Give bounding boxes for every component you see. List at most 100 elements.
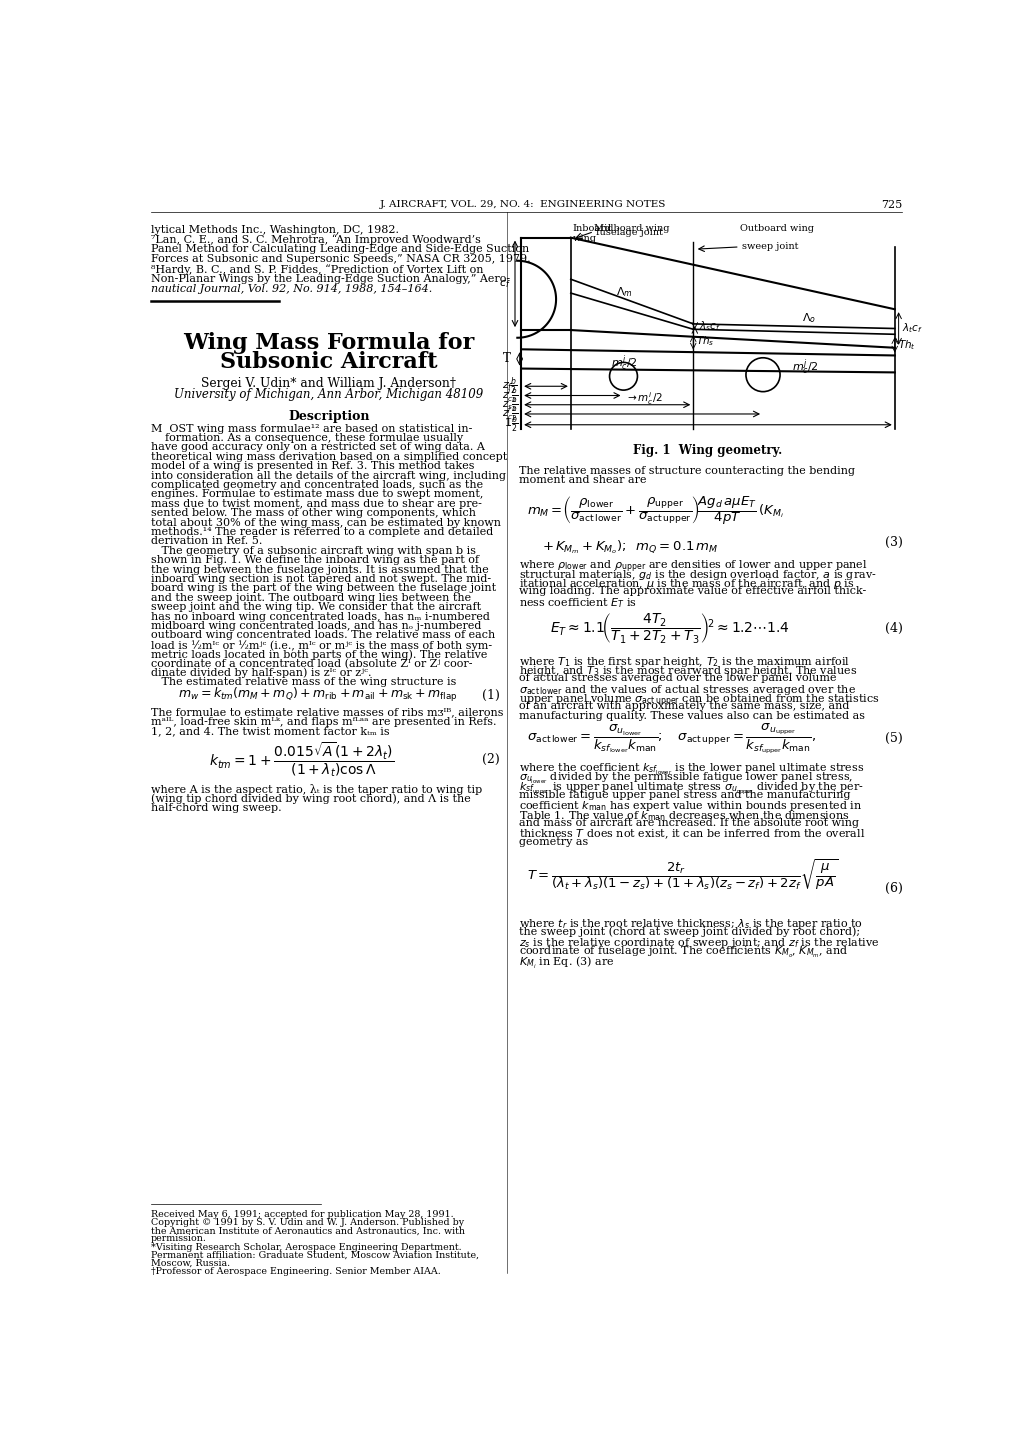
Text: of actual stresses averaged over the lower panel volume: of actual stresses averaged over the low… xyxy=(519,673,836,683)
Text: $z_c^i\frac{b}{2}$: $z_c^i\frac{b}{2}$ xyxy=(501,386,518,405)
Text: engines. Formulae to estimate mass due to swept moment,: engines. Formulae to estimate mass due t… xyxy=(151,489,483,499)
Text: methods.¹⁴ The reader is referred to a complete and detailed: methods.¹⁴ The reader is referred to a c… xyxy=(151,527,492,537)
Text: outboard wing concentrated loads. The relative mass of each: outboard wing concentrated loads. The re… xyxy=(151,630,494,640)
Text: $K_{M_i}$ in Eq. (3) are: $K_{M_i}$ in Eq. (3) are xyxy=(519,954,613,971)
Text: height, and $T_3$ is the most rearward spar height. The values: height, and $T_3$ is the most rearward s… xyxy=(519,664,856,677)
Text: the wing between the fuselage joints. It is assumed that the: the wing between the fuselage joints. It… xyxy=(151,564,488,574)
Text: $z_s$ is the relative coordinate of sweep joint; and $z_f$ is the relative: $z_s$ is the relative coordinate of swee… xyxy=(519,936,878,950)
Text: shown in Fig. 1. We define the inboard wing as the part of: shown in Fig. 1. We define the inboard w… xyxy=(151,555,478,565)
Text: $m_M = \!\left(\dfrac{\rho_{\mathrm{lower}}}{\sigma_{\mathrm{act\,lower}}} + \df: $m_M = \!\left(\dfrac{\rho_{\mathrm{lowe… xyxy=(526,494,783,527)
Text: the sweep joint (chord at sweep joint divided by root chord);: the sweep joint (chord at sweep joint di… xyxy=(519,927,859,937)
Text: sweep joint and the wing tip. We consider that the aircraft: sweep joint and the wing tip. We conside… xyxy=(151,603,480,613)
Text: Fig. 1  Wing geometry.: Fig. 1 Wing geometry. xyxy=(633,443,782,456)
Text: moment and shear are: moment and shear are xyxy=(519,475,646,485)
Text: $z_f\frac{b}{2}$: $z_f\frac{b}{2}$ xyxy=(501,376,518,397)
Text: $\rightarrow m_c^i/2$: $\rightarrow m_c^i/2$ xyxy=(625,390,662,408)
Text: *Visiting Research Scholar, Aerospace Engineering Department.: *Visiting Research Scholar, Aerospace En… xyxy=(151,1243,461,1251)
Text: Subsonic Aircraft: Subsonic Aircraft xyxy=(220,350,437,373)
Text: the American Institute of Aeronautics and Astronautics, Inc. with: the American Institute of Aeronautics an… xyxy=(151,1227,465,1236)
Text: ⁷Lan, C. E., and S. C. Mehrotra, “An Improved Woodward’s: ⁷Lan, C. E., and S. C. Mehrotra, “An Imp… xyxy=(151,234,480,245)
Text: and the sweep joint. The outboard wing lies between the: and the sweep joint. The outboard wing l… xyxy=(151,593,471,603)
Text: mᵃᴵᴸ, load-free skin mᴸᵏ, and flaps mᶠᴸᵃᵃ are presented in Refs.: mᵃᴵᴸ, load-free skin mᴸᵏ, and flaps mᶠᴸᵃ… xyxy=(151,718,496,728)
Text: coordinate of a concentrated load (absolute Zᴵ or Zʲ coor-: coordinate of a concentrated load (absol… xyxy=(151,659,472,669)
Text: have good accuracy only on a restricted set of wing data. A: have good accuracy only on a restricted … xyxy=(151,442,484,452)
Text: upper panel volume $\sigma_{\mathrm{act\,upper}}$ can be obtained from the stati: upper panel volume $\sigma_{\mathrm{act\… xyxy=(519,692,878,709)
Text: Received May 6, 1991; accepted for publication May 28, 1991.: Received May 6, 1991; accepted for publi… xyxy=(151,1210,452,1220)
Text: structural materials, $g_d$ is the design overload factor, $a$ is grav-: structural materials, $g_d$ is the desig… xyxy=(519,568,875,581)
Text: $k_{tm} = 1 + \dfrac{0.015\sqrt{A}(1 + 2\lambda_t)}{(1 + \lambda_t)\cos\Lambda}$: $k_{tm} = 1 + \dfrac{0.015\sqrt{A}(1 + 2… xyxy=(209,740,393,779)
Text: load is ½mᴵᶜ or ½mʲᶜ (i.e., mᴵᶜ or mʲᶜ is the mass of both sym-: load is ½mᴵᶜ or ½mʲᶜ (i.e., mᴵᶜ or mʲᶜ i… xyxy=(151,640,491,650)
Text: Copyright © 1991 by S. V. Udin and W. J. Anderson. Published by: Copyright © 1991 by S. V. Udin and W. J.… xyxy=(151,1218,464,1227)
Text: coefficient $k_{\mathrm{man}}$ has expert value within bounds presented in: coefficient $k_{\mathrm{man}}$ has exper… xyxy=(519,799,861,814)
Text: permission.: permission. xyxy=(151,1234,207,1243)
Text: Midboard wing: Midboard wing xyxy=(593,224,668,232)
Text: theoretical wing mass derivation based on a simplified concept: theoretical wing mass derivation based o… xyxy=(151,452,506,462)
Text: $T h_s$: $T h_s$ xyxy=(696,334,714,347)
Text: formation. As a consequence, these formulae usually: formation. As a consequence, these formu… xyxy=(151,433,463,443)
Text: where the coefficient $k_{sf_{\mathrm{lower}}}$ is the lower panel ultimate stre: where the coefficient $k_{sf_{\mathrm{lo… xyxy=(519,762,863,776)
Text: (wing tip chord divided by wing root chord), and Λ is the: (wing tip chord divided by wing root cho… xyxy=(151,794,470,804)
Text: University of Michigan, Ann Arbor, Michigan 48109: University of Michigan, Ann Arbor, Michi… xyxy=(174,389,483,402)
Text: (5): (5) xyxy=(883,732,902,745)
Text: $\lambda_s c_f$: $\lambda_s c_f$ xyxy=(698,320,719,333)
Text: Description: Description xyxy=(288,410,370,423)
Text: where $t_r$ is the root relative thickness; $\lambda_s$ is the taper ratio to: where $t_r$ is the root relative thickne… xyxy=(519,917,862,931)
Text: into consideration all the details of the aircraft wing, including: into consideration all the details of th… xyxy=(151,471,505,481)
Text: Table 1. The value of $k_{\mathrm{man}}$ decreases when the dimensions: Table 1. The value of $k_{\mathrm{man}}$… xyxy=(519,809,849,822)
Text: Forces at Subsonic and Supersonic Speeds,” NASA CR 3205, 1979.: Forces at Subsonic and Supersonic Speeds… xyxy=(151,254,530,264)
Text: sweep joint: sweep joint xyxy=(742,243,798,251)
Text: missible fatigue upper panel stress and the manufacturing: missible fatigue upper panel stress and … xyxy=(519,791,850,801)
Text: Panel Method for Calculating Leading-Edge and Side-Edge Suction: Panel Method for Calculating Leading-Edg… xyxy=(151,244,529,254)
Text: Outboard wing: Outboard wing xyxy=(739,224,813,232)
Text: $\Lambda_o$: $\Lambda_o$ xyxy=(802,311,816,326)
Text: M  OST wing mass formulae¹² are based on statistical in-: M OST wing mass formulae¹² are based on … xyxy=(151,423,472,433)
Text: inboard wing section is not tapered and not swept. The mid-: inboard wing section is not tapered and … xyxy=(151,574,490,584)
Text: coordinate of fuselage joint. The coefficients $K_{M_o}$, $K_{M_m}$, and: coordinate of fuselage joint. The coeffi… xyxy=(519,946,848,960)
Text: metric loads located in both parts of the wing). The relative: metric loads located in both parts of th… xyxy=(151,649,487,660)
Text: lytical Methods Inc., Washington, DC, 1982.: lytical Methods Inc., Washington, DC, 19… xyxy=(151,224,398,234)
Text: thickness $T$ does not exist, it can be inferred from the overall: thickness $T$ does not exist, it can be … xyxy=(519,828,864,841)
Text: half-chord wing sweep.: half-chord wing sweep. xyxy=(151,804,281,814)
Text: $k_{sf_{\mathrm{upper}}}$ is upper panel ultimate stress $\sigma_{u_{\mathrm{upp: $k_{sf_{\mathrm{upper}}}$ is upper panel… xyxy=(519,781,863,796)
Text: $\Lambda_m$: $\Lambda_m$ xyxy=(615,286,632,300)
Text: total about 30% of the wing mass, can be estimated by known: total about 30% of the wing mass, can be… xyxy=(151,518,500,528)
Text: of an aircraft with approximately the same mass, size, and: of an aircraft with approximately the sa… xyxy=(519,702,849,712)
Text: ⁸Hardy, B. C., and S. P. Fiddes, “Prediction of Vortex Lift on: ⁸Hardy, B. C., and S. P. Fiddes, “Predic… xyxy=(151,264,483,274)
Text: $\sigma_{\mathrm{act\,lower}} = \dfrac{\sigma_{u_{\mathrm{lower}}}}{k_{sf_{\math: $\sigma_{\mathrm{act\,lower}} = \dfrac{\… xyxy=(526,722,815,756)
Text: J. AIRCRAFT, VOL. 29, NO. 4:  ENGINEERING NOTES: J. AIRCRAFT, VOL. 29, NO. 4: ENGINEERING… xyxy=(379,199,665,210)
Text: $T = \dfrac{2t_r}{(\lambda_t + \lambda_s)(1 - z_s) + (1 + \lambda_s)(z_s - z_f) : $T = \dfrac{2t_r}{(\lambda_t + \lambda_s… xyxy=(526,858,838,893)
Text: $c_f$: $c_f$ xyxy=(498,278,510,290)
Text: $E_T \approx 1.1\!\left(\dfrac{4T_2}{T_1 + 2T_2 + T_3}\right)^{\!2} \approx 1.2\: $E_T \approx 1.1\!\left(\dfrac{4T_2}{T_1… xyxy=(549,611,789,646)
Text: $\sigma_{u_{\mathrm{lower}}}$ divided by the permissible fatigue lower panel str: $\sigma_{u_{\mathrm{lower}}}$ divided by… xyxy=(519,771,852,786)
Text: itational acceleration, $\mu$ is the mass of the aircraft, and $p$ is: itational acceleration, $\mu$ is the mas… xyxy=(519,577,854,591)
Text: where A is the aspect ratio, λₜ is the taper ratio to wing tip: where A is the aspect ratio, λₜ is the t… xyxy=(151,784,482,795)
Text: $T h_t$: $T h_t$ xyxy=(897,339,915,352)
Text: †Professor of Aerospace Engineering. Senior Member AIAA.: †Professor of Aerospace Engineering. Sen… xyxy=(151,1267,440,1276)
Text: The relative masses of structure counteracting the bending: The relative masses of structure counter… xyxy=(519,465,854,475)
Text: $m_w = k_{tm}(m_M + m_Q) + m_{\rm rib} + m_{\rm ail} + m_{\rm sk} + m_{\rm flap}: $m_w = k_{tm}(m_M + m_Q) + m_{\rm rib} +… xyxy=(177,686,458,705)
Text: $\lambda_t c_f$: $\lambda_t c_f$ xyxy=(901,321,922,336)
Text: $m_c^j/2$: $m_c^j/2$ xyxy=(792,357,818,377)
Text: The formulae to estimate relative masses of ribs mᴣᴵᴮ, ailerons: The formulae to estimate relative masses… xyxy=(151,707,502,718)
Text: manufacturing quality. These values also can be estimated as: manufacturing quality. These values also… xyxy=(519,710,864,720)
Text: derivation in Ref. 5.: derivation in Ref. 5. xyxy=(151,537,262,547)
Text: where $T_1$ is the first spar height, $T_2$ is the maximum airfoil: where $T_1$ is the first spar height, $T… xyxy=(519,654,849,669)
Text: The geometry of a subsonic aircraft wing with span b is: The geometry of a subsonic aircraft wing… xyxy=(151,545,475,555)
Text: $+\, K_{M_m} + K_{M_o});\;\; m_Q = 0.1\,m_M$: $+\, K_{M_m} + K_{M_o});\;\; m_Q = 0.1\,… xyxy=(541,538,717,555)
Text: ness coefficient $E_T$ is: ness coefficient $E_T$ is xyxy=(519,596,636,610)
Text: $\sigma_{\mathrm{act\,lower}}$ and the values of actual stresses averaged over t: $\sigma_{\mathrm{act\,lower}}$ and the v… xyxy=(519,683,855,697)
Text: model of a wing is presented in Ref. 3. This method takes: model of a wing is presented in Ref. 3. … xyxy=(151,461,474,471)
Text: where $\rho_{\mathrm{lower}}$ and $\rho_{\mathrm{upper}}$ are densities of lower: where $\rho_{\mathrm{lower}}$ and $\rho_… xyxy=(519,558,867,574)
Text: and mass of aircraft are increased. If the absolute root wing: and mass of aircraft are increased. If t… xyxy=(519,818,858,828)
Text: geometry as: geometry as xyxy=(519,837,588,847)
Text: The estimated relative mass of the wing structure is: The estimated relative mass of the wing … xyxy=(151,677,455,687)
Text: (1): (1) xyxy=(481,689,499,702)
Text: board wing is the part of the wing between the fuselage joint: board wing is the part of the wing betwe… xyxy=(151,584,495,594)
Text: midboard wing concentrated loads, and has nₒ j-numbered: midboard wing concentrated loads, and ha… xyxy=(151,621,481,631)
Text: 1, 2, and 4. The twist moment factor kₜₘ is: 1, 2, and 4. The twist moment factor kₜₘ… xyxy=(151,726,389,736)
Text: Moscow, Russia.: Moscow, Russia. xyxy=(151,1258,229,1267)
Text: Wing Mass Formula for: Wing Mass Formula for xyxy=(183,331,474,354)
Text: Permanent affiliation: Graduate Student, Moscow Aviation Institute,: Permanent affiliation: Graduate Student,… xyxy=(151,1250,478,1260)
Text: Non-Planar Wings by the Leading-Edge Suction Analogy,” Aero-: Non-Planar Wings by the Leading-Edge Suc… xyxy=(151,274,510,284)
Text: wing loading. The approximate value of effective airfoil thick-: wing loading. The approximate value of e… xyxy=(519,587,865,597)
